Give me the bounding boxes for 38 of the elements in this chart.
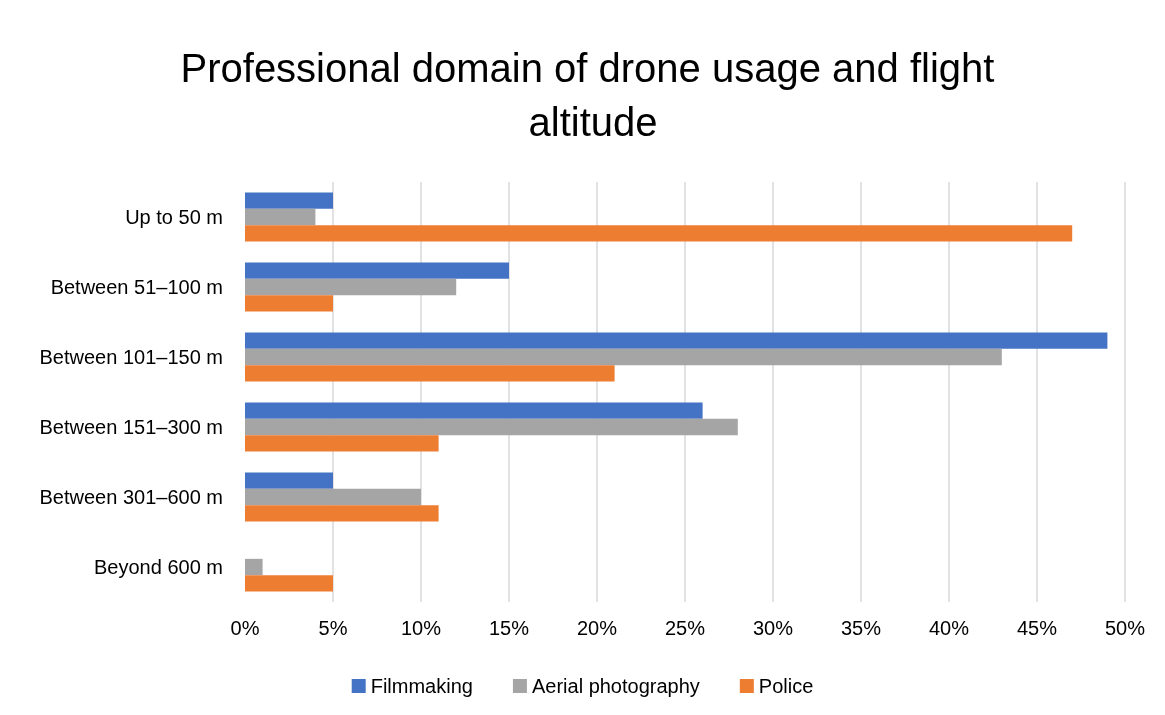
x-tick-label: 50% <box>1104 617 1146 639</box>
y-tick-label: Between 151–300 m <box>39 416 223 438</box>
legend-label: Aerial photography <box>531 675 700 697</box>
bar <box>245 435 439 452</box>
bar <box>245 208 316 226</box>
y-tick-label: Up to 50 m <box>125 206 223 228</box>
x-tick-label: 0% <box>230 617 260 639</box>
y-tick-label: Between 51–100 m <box>50 276 223 298</box>
x-tick-label: 5% <box>318 617 348 639</box>
bar <box>245 225 1073 242</box>
x-tick-label: 10% <box>400 617 442 639</box>
bar <box>245 558 263 576</box>
x-tick-label: 15% <box>488 617 530 639</box>
bar <box>245 278 457 296</box>
x-tick-label: 20% <box>576 617 618 639</box>
x-tick-label: 30% <box>752 617 794 639</box>
y-tick-label: Between 101–150 m <box>39 346 223 368</box>
chart-title: Professional domain of drone usage and flight altitude <box>180 46 1006 144</box>
x-tick-label: 45% <box>1016 617 1058 639</box>
bar <box>245 472 333 489</box>
legend-label: Filmmaking <box>370 675 473 697</box>
bar <box>245 488 421 506</box>
bar <box>245 365 615 382</box>
bar <box>245 295 333 312</box>
x-tick-label: 25% <box>664 617 706 639</box>
bar <box>245 192 333 209</box>
x-tick-label: 35% <box>840 617 882 639</box>
bar <box>245 575 333 592</box>
bar <box>245 332 1108 349</box>
y-tick-label: Beyond 600 m <box>94 556 223 578</box>
bar <box>245 505 439 522</box>
legend-label: Police <box>758 675 814 697</box>
y-tick-label: Between 301–600 m <box>39 486 223 508</box>
bar <box>245 418 738 436</box>
x-tick-label: 40% <box>928 617 970 639</box>
bar <box>245 262 509 279</box>
bar <box>245 402 703 419</box>
bar <box>245 348 1002 366</box>
